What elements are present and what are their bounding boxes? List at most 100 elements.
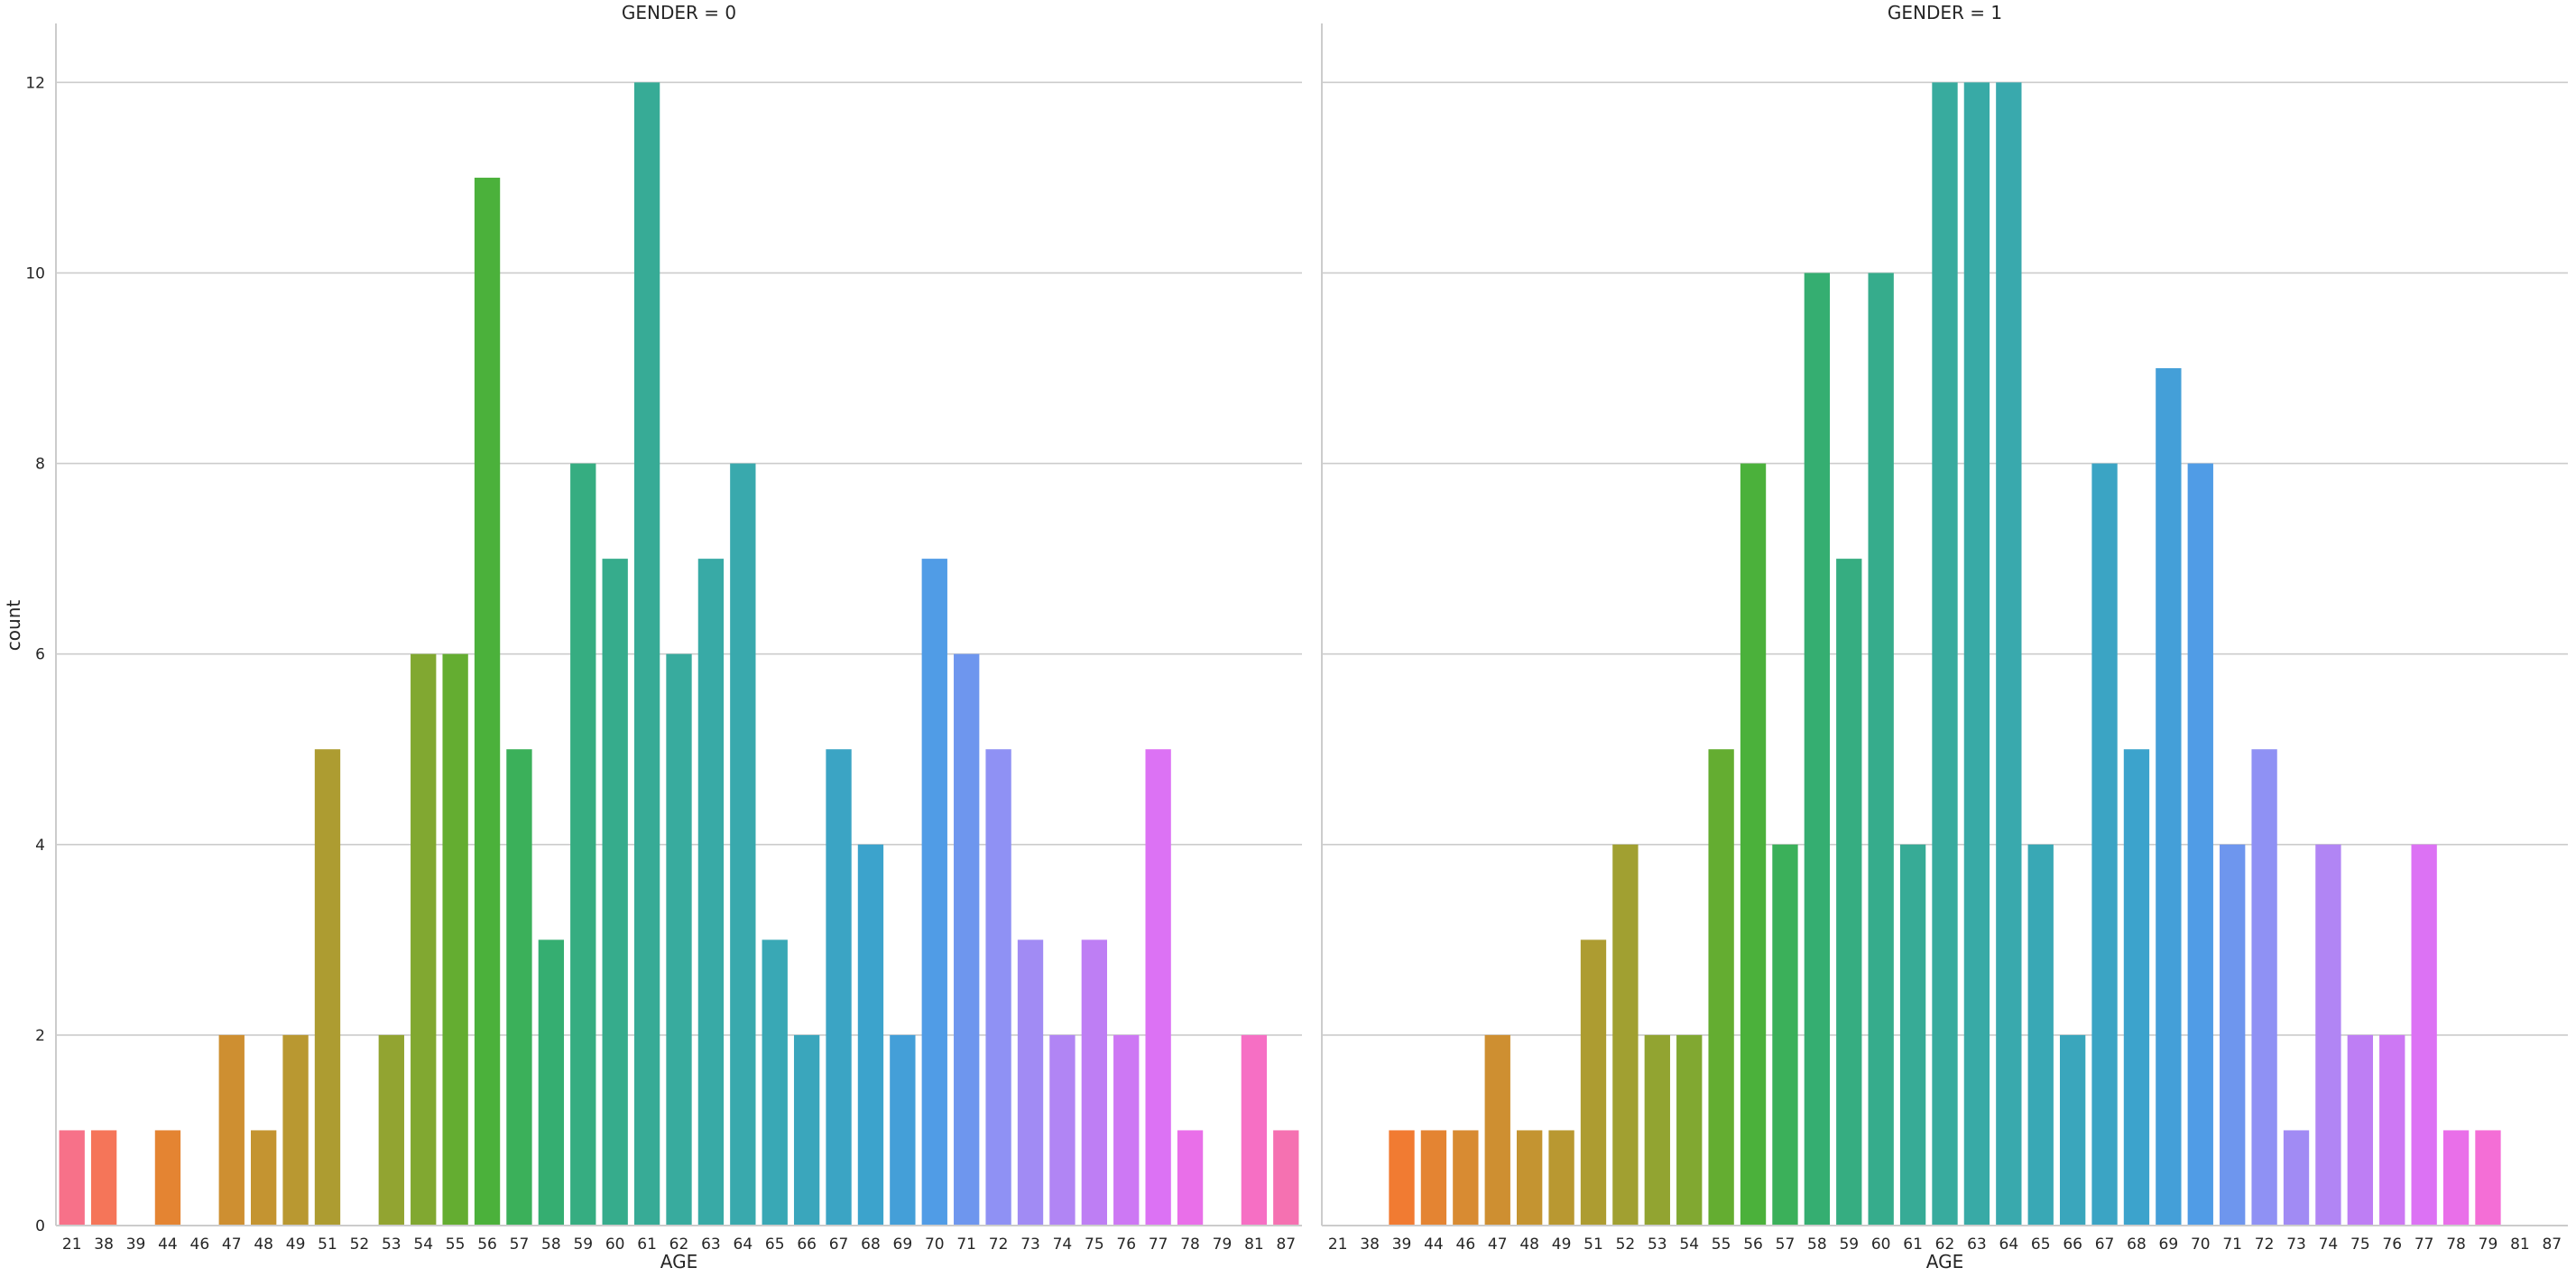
bar-age-78 <box>1177 1130 1204 1226</box>
y-tick-label: 4 <box>35 837 45 855</box>
x-tick-label: 72 <box>989 1235 1009 1254</box>
bar-age-75 <box>1081 939 1107 1226</box>
y-tick-label: 2 <box>35 1027 45 1045</box>
bar-age-58 <box>1804 273 1831 1226</box>
bar-age-65 <box>2027 844 2054 1226</box>
bar-age-70 <box>2187 463 2213 1226</box>
bar-age-87 <box>1273 1130 1299 1226</box>
bar-age-39 <box>1389 1130 1415 1226</box>
bar-age-62 <box>1932 82 1958 1226</box>
bar-age-57 <box>506 749 532 1226</box>
bar-age-58 <box>538 939 565 1226</box>
bar-age-51 <box>1580 939 1607 1226</box>
x-tick-label: 87 <box>2542 1235 2562 1254</box>
bar-age-66 <box>2059 1034 2086 1226</box>
bar-age-75 <box>2347 1034 2373 1226</box>
x-tick-label: 87 <box>1276 1235 1296 1254</box>
bar-age-65 <box>762 939 788 1226</box>
x-tick-label: 73 <box>1020 1235 1040 1254</box>
bar-age-55 <box>442 653 468 1226</box>
x-tick-label: 56 <box>477 1235 497 1254</box>
bar-age-21 <box>59 1130 85 1226</box>
x-tick-label: 63 <box>701 1235 721 1254</box>
bar-age-54 <box>1676 1034 1703 1226</box>
x-tick-label: 60 <box>1871 1235 1891 1254</box>
x-tick-label: 53 <box>1648 1235 1667 1254</box>
x-tick-label: 67 <box>2095 1235 2115 1254</box>
x-tick-label: 21 <box>62 1235 82 1254</box>
bar-age-72 <box>2251 749 2277 1226</box>
bar-age-38 <box>90 1130 117 1226</box>
x-tick-label: 69 <box>893 1235 913 1254</box>
x-tick-label: 78 <box>1180 1235 1200 1254</box>
bar-age-81 <box>1241 1034 1268 1226</box>
bar-age-69 <box>890 1034 916 1226</box>
bar-age-77 <box>2411 844 2437 1226</box>
bar-age-74 <box>1049 1034 1076 1226</box>
x-tick-label: 66 <box>2063 1235 2082 1254</box>
x-tick-label: 51 <box>1583 1235 1603 1254</box>
x-tick-label: 68 <box>2127 1235 2147 1254</box>
bar-age-66 <box>793 1034 820 1226</box>
x-tick-label: 52 <box>350 1235 370 1254</box>
x-tick-label: 81 <box>2510 1235 2530 1254</box>
bar-age-53 <box>1644 1034 1670 1226</box>
x-tick-label: 55 <box>1712 1235 1731 1254</box>
bar-age-64 <box>1996 82 2022 1226</box>
x-tick-label: 49 <box>286 1235 306 1254</box>
y-axis-label: count <box>3 600 24 652</box>
x-tick-label: 57 <box>1776 1235 1796 1254</box>
x-tick-label: 73 <box>2286 1235 2306 1254</box>
panel-title: GENDER = 0 <box>622 2 736 23</box>
x-tick-label: 63 <box>1967 1235 1987 1254</box>
x-tick-label: 46 <box>1456 1235 1476 1254</box>
x-tick-label: 55 <box>446 1235 466 1254</box>
bar-age-59 <box>1836 559 1862 1226</box>
x-axis-label: AGE <box>1926 1251 1963 1272</box>
x-tick-label: 54 <box>1679 1235 1699 1254</box>
bar-age-71 <box>954 653 980 1226</box>
bar-age-47 <box>218 1034 245 1226</box>
bar-age-64 <box>730 463 756 1226</box>
bar-age-73 <box>1017 939 1044 1226</box>
x-tick-label: 78 <box>2446 1235 2466 1254</box>
x-tick-label: 58 <box>541 1235 561 1254</box>
bar-age-51 <box>314 749 341 1226</box>
x-tick-label: 47 <box>1488 1235 1508 1254</box>
x-tick-label: 21 <box>1328 1235 1348 1254</box>
bars <box>59 82 1299 1226</box>
x-tick-label: 65 <box>2031 1235 2051 1254</box>
bar-age-67 <box>2091 463 2118 1226</box>
bar-age-78 <box>2442 1130 2470 1226</box>
x-tick-label: 76 <box>1116 1235 1136 1254</box>
x-tick-label: 68 <box>861 1235 881 1254</box>
x-tick-label: 54 <box>413 1235 433 1254</box>
panel-gender-1: 21 38 39 44 46 47 48 49 51 52 53 54 55 56 57 58 59 60 61 62… <box>1321 2 2568 1272</box>
x-tick-label: 64 <box>1999 1235 2019 1254</box>
x-tick-label: 75 <box>1085 1235 1104 1254</box>
bar-age-73 <box>2283 1130 2310 1226</box>
x-tick-label: 70 <box>2191 1235 2211 1254</box>
panel-title: GENDER = 1 <box>1888 2 2002 23</box>
x-tick-label: 39 <box>1392 1235 1412 1254</box>
x-tick-label: 74 <box>2319 1235 2339 1254</box>
x-tick-label: 79 <box>2479 1235 2498 1254</box>
bar-age-46 <box>1453 1130 1479 1226</box>
x-tick-labels: 21 38 39 44 46 47 48 49 51 52 53 54 55 56 57 58 59 60 61 62… <box>62 1235 1296 1254</box>
x-tick-label: 51 <box>318 1235 337 1254</box>
x-tick-label: 59 <box>573 1235 593 1254</box>
x-tick-label: 77 <box>2414 1235 2434 1254</box>
bar-age-59 <box>570 463 596 1226</box>
y-tick-label: 8 <box>35 456 45 474</box>
bar-age-61 <box>633 82 660 1226</box>
bar-age-62 <box>666 653 692 1226</box>
bar-age-60 <box>1868 273 1894 1226</box>
x-tick-label: 61 <box>1903 1235 1923 1254</box>
bar-age-54 <box>411 653 437 1226</box>
x-tick-label: 46 <box>190 1235 210 1254</box>
x-tick-label: 77 <box>1149 1235 1168 1254</box>
bar-age-57 <box>1772 844 1798 1226</box>
bar-age-56 <box>1740 463 1767 1226</box>
x-tick-label: 38 <box>1360 1235 1380 1254</box>
